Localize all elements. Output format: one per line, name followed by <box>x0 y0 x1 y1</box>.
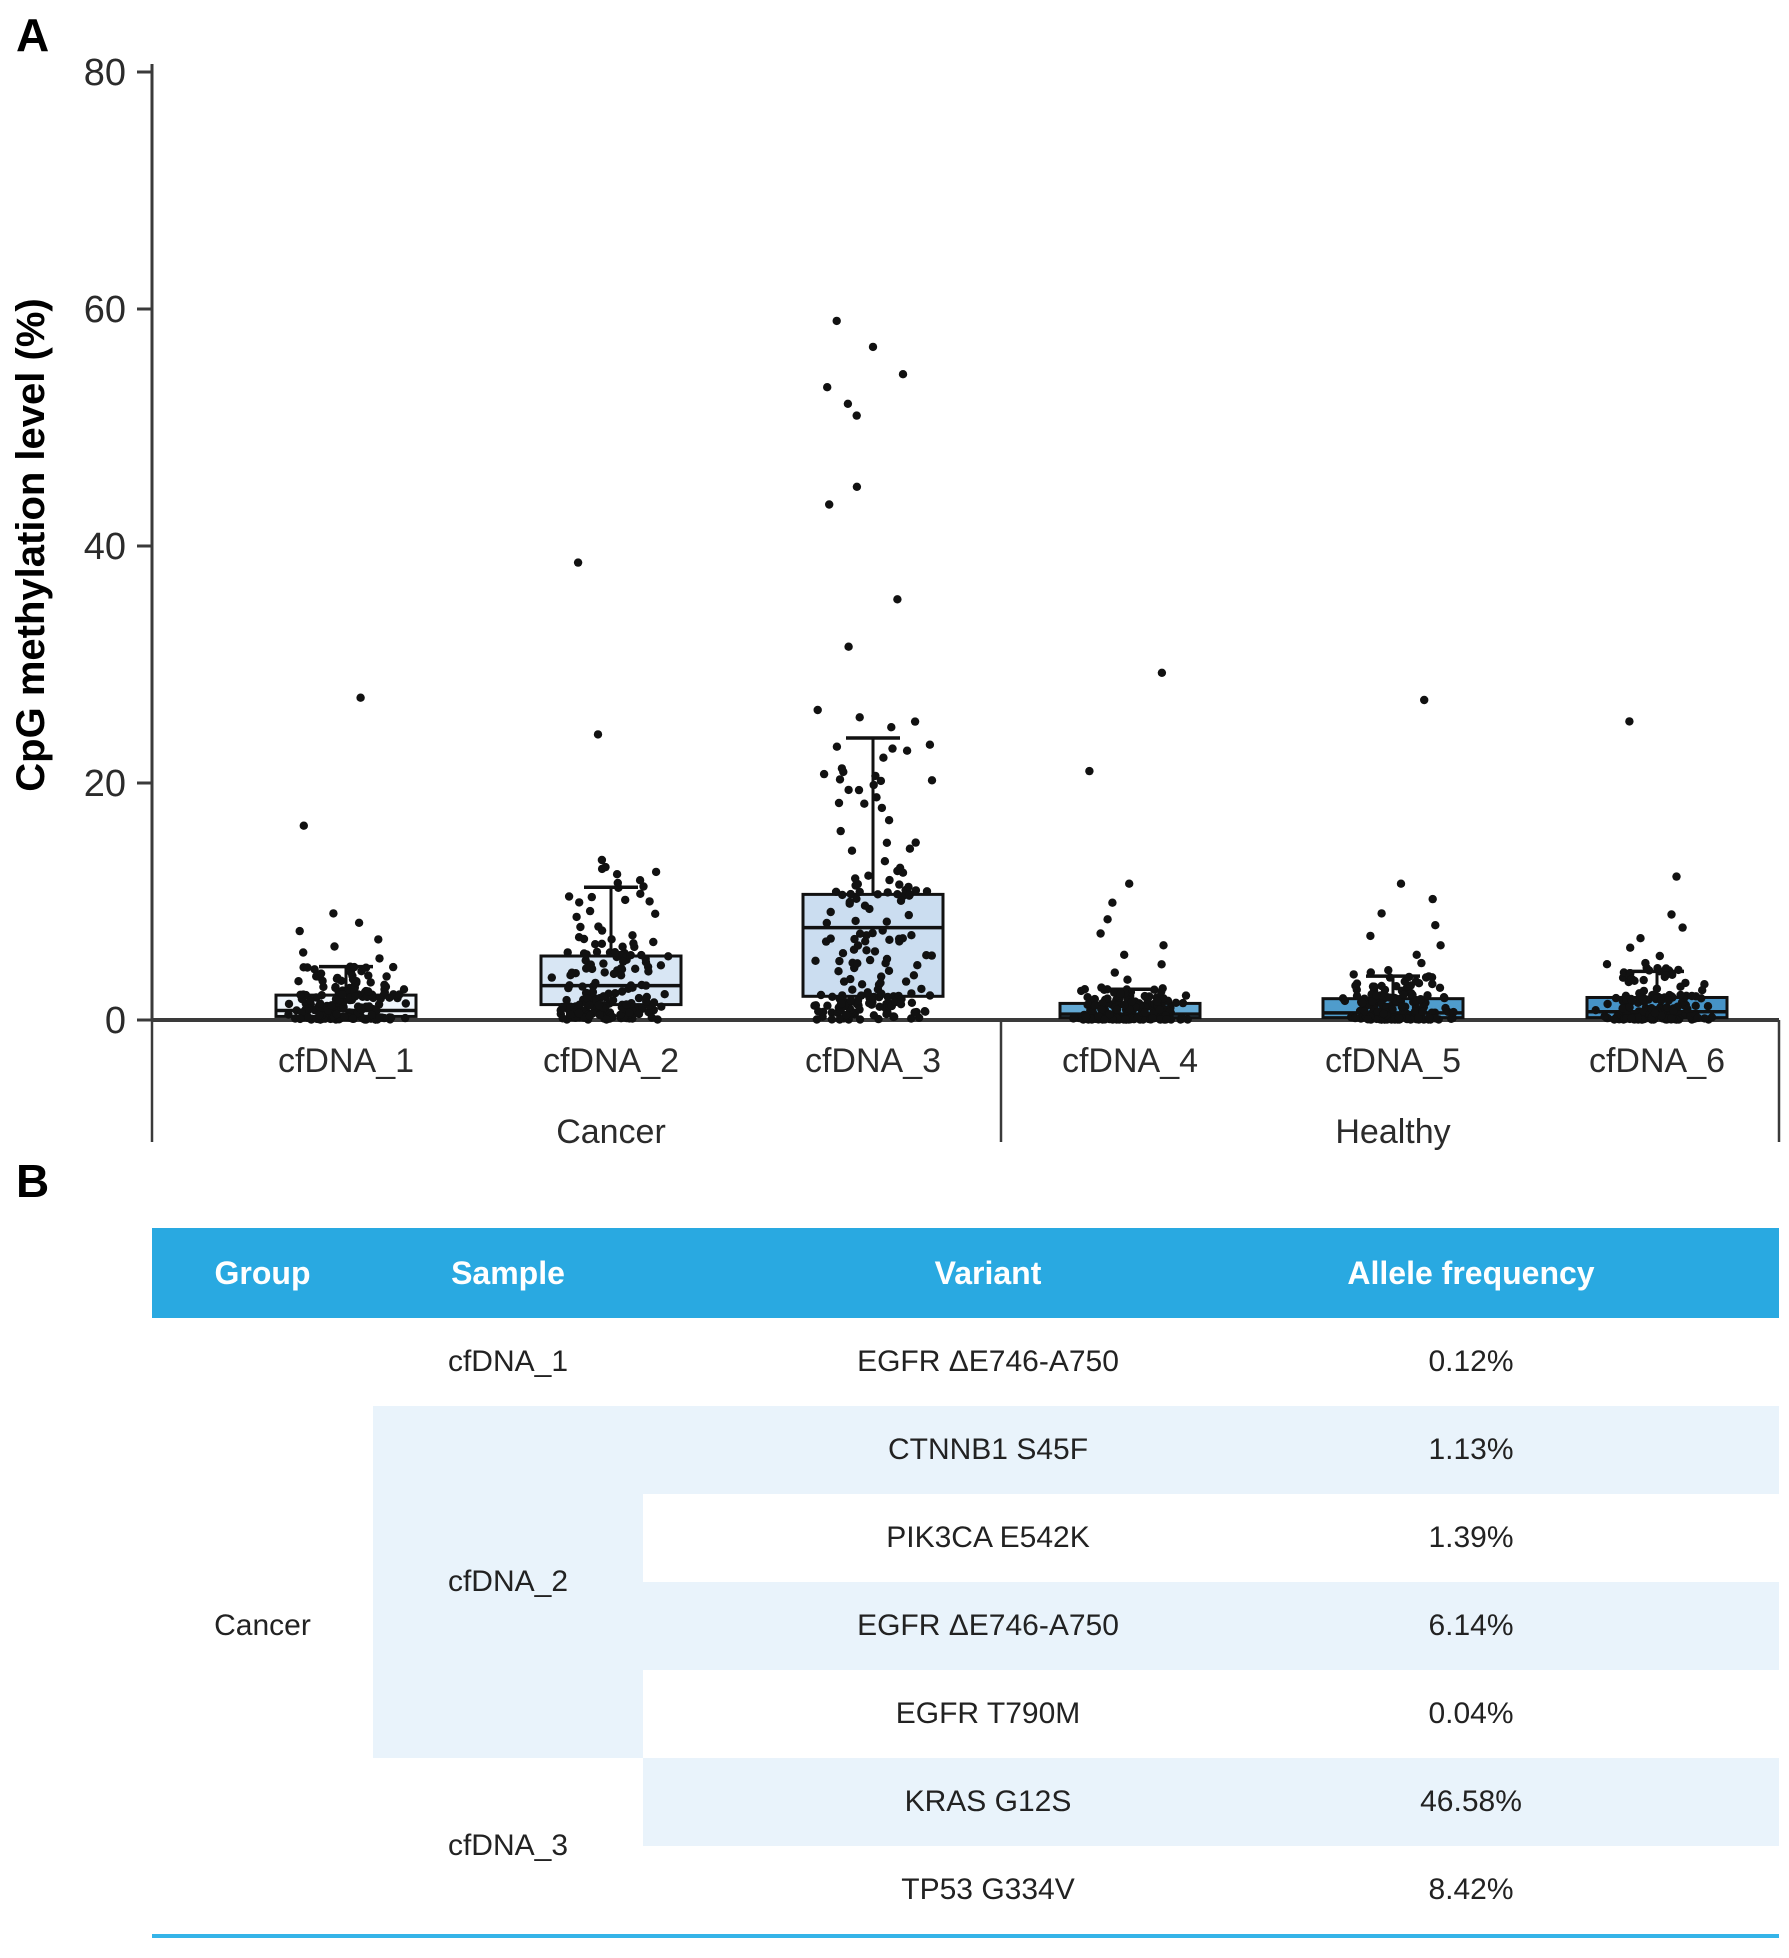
group-label-healthy: Healthy <box>1335 1113 1450 1151</box>
table-cell-allele-frequency: 1.39% <box>1333 1494 1779 1582</box>
table-cell-variant: PIK3CA E542K <box>643 1494 1333 1582</box>
y-tick-label: 40 <box>84 526 126 568</box>
table-cell-variant: CTNNB1 S45F <box>643 1406 1333 1494</box>
box-group-cfDNA_3 <box>801 316 945 1024</box>
jitter-points-cfDNA_5 <box>1338 695 1458 1024</box>
jitter-points-cfDNA_4 <box>1069 668 1192 1024</box>
box-group-cfDNA_2 <box>539 558 683 1024</box>
table-header-group: Group <box>152 1228 373 1318</box>
variant-table: Group Sample Variant Allele frequency Ca… <box>152 1228 1779 1934</box>
table-cell-allele-frequency: 0.12% <box>1333 1318 1779 1406</box>
table-cell-allele-frequency: 8.42% <box>1333 1846 1779 1934</box>
x-tick-label-cfDNA_6: cfDNA_6 <box>1589 1042 1725 1080</box>
table-cell-variant: KRAS G12S <box>643 1758 1333 1846</box>
table-cell-sample-cfDNA_3: cfDNA_3 <box>373 1758 643 1934</box>
x-tick-label-cfDNA_2: cfDNA_2 <box>543 1042 679 1080</box>
table-cell-variant: EGFR ΔE746-A750 <box>643 1582 1333 1670</box>
jitter-points-cfDNA_2 <box>547 558 673 1024</box>
box-group-cfDNA_6 <box>1585 717 1729 1024</box>
table-cell-variant: TP53 G334V <box>643 1846 1333 1934</box>
jitter-points-cfDNA_6 <box>1591 717 1717 1024</box>
panel-a-label: A <box>16 9 50 61</box>
panel-b-label: B <box>16 1155 50 1207</box>
y-tick-label: 20 <box>84 763 126 805</box>
table-header-allele-frequency: Allele frequency <box>1333 1228 1779 1318</box>
table-cell-allele-frequency: 6.14% <box>1333 1582 1779 1670</box>
table-bottom-border <box>152 1934 1779 1938</box>
x-tick-label-cfDNA_1: cfDNA_1 <box>278 1042 414 1080</box>
table-cell-variant: EGFR T790M <box>643 1670 1333 1758</box>
table-cell-group: Cancer <box>152 1318 373 1934</box>
methylation-boxplot: 0 20 40 60 80 CpG methylation level (%) cfDNA_… <box>9 52 1781 1151</box>
jitter-points-cfDNA_3 <box>810 316 937 1024</box>
y-axis-title: CpG methylation level (%) <box>9 298 53 791</box>
x-tick-label-cfDNA_3: cfDNA_3 <box>805 1042 941 1080</box>
table-header-sample: Sample <box>373 1228 643 1318</box>
y-tick-label: 60 <box>84 289 126 331</box>
table-cell-allele-frequency: 46.58% <box>1333 1758 1779 1846</box>
table-header-variant: Variant <box>643 1228 1333 1318</box>
x-tick-label-cfDNA_4: cfDNA_4 <box>1062 1042 1198 1080</box>
table-cell-allele-frequency: 1.13% <box>1333 1406 1779 1494</box>
jitter-points-cfDNA_1 <box>284 693 410 1024</box>
box-group-cfDNA_5 <box>1321 695 1465 1024</box>
table-cell-sample-cfDNA_1: cfDNA_1 <box>373 1318 643 1406</box>
y-tick-label: 80 <box>84 52 126 94</box>
x-tick-label-cfDNA_5: cfDNA_5 <box>1325 1042 1461 1080</box>
box-group-cfDNA_1 <box>274 693 418 1024</box>
group-label-cancer: Cancer <box>556 1113 666 1151</box>
table-cell-sample-cfDNA_2: cfDNA_2 <box>373 1406 643 1758</box>
y-tick-label: 0 <box>105 1000 126 1042</box>
table-cell-allele-frequency: 0.04% <box>1333 1670 1779 1758</box>
box-group-cfDNA_4 <box>1058 668 1202 1024</box>
table-cell-variant: EGFR ΔE746-A750 <box>643 1318 1333 1406</box>
